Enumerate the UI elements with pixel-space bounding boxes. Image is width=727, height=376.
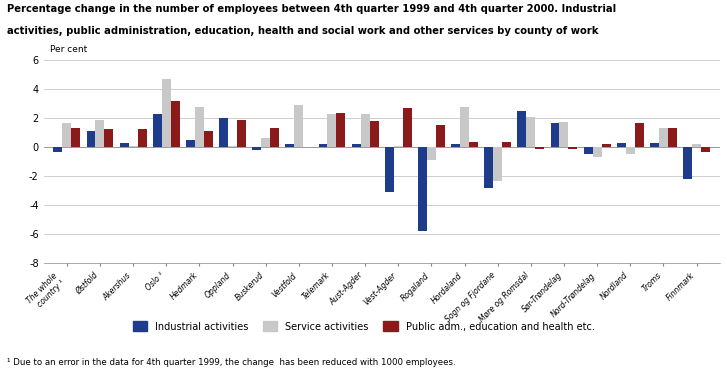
Bar xyxy=(53,147,63,152)
Bar xyxy=(63,123,71,147)
Bar xyxy=(668,127,677,147)
Bar xyxy=(137,129,147,147)
Bar xyxy=(237,120,246,147)
Bar xyxy=(162,79,171,147)
Bar xyxy=(692,144,701,147)
Bar xyxy=(418,147,427,231)
Bar xyxy=(683,147,692,179)
Bar xyxy=(469,142,478,147)
Text: Per cent: Per cent xyxy=(50,45,87,55)
Bar xyxy=(87,131,95,147)
Legend: Industrial activities, Service activities, Public adm., education and health etc: Industrial activities, Service activitie… xyxy=(132,321,595,332)
Bar xyxy=(286,144,294,147)
Bar xyxy=(337,113,345,147)
Bar xyxy=(626,147,635,155)
Bar xyxy=(71,127,80,147)
Bar xyxy=(451,144,460,147)
Bar xyxy=(550,123,560,147)
Bar xyxy=(361,114,369,147)
Bar xyxy=(484,147,493,188)
Bar xyxy=(95,120,105,147)
Bar xyxy=(701,147,710,152)
Bar xyxy=(436,126,445,147)
Bar xyxy=(252,147,261,150)
Bar xyxy=(584,147,593,155)
Bar xyxy=(560,122,569,147)
Bar xyxy=(153,114,162,147)
Bar xyxy=(635,123,643,147)
Bar xyxy=(369,121,379,147)
Bar xyxy=(294,105,303,147)
Text: activities, public administration, education, health and social work and other s: activities, public administration, educa… xyxy=(7,26,599,36)
Bar xyxy=(228,146,237,147)
Bar xyxy=(569,147,577,149)
Bar xyxy=(526,117,535,147)
Bar xyxy=(327,114,337,147)
Bar xyxy=(352,144,361,147)
Bar xyxy=(186,140,195,147)
Bar xyxy=(270,127,279,147)
Bar xyxy=(261,138,270,147)
Bar xyxy=(394,146,403,147)
Bar xyxy=(601,144,611,147)
Bar xyxy=(427,147,436,160)
Bar xyxy=(493,147,502,180)
Bar xyxy=(650,143,659,147)
Bar xyxy=(385,147,394,192)
Bar xyxy=(502,142,511,147)
Bar xyxy=(105,129,113,147)
Bar xyxy=(659,127,668,147)
Text: Percentage change in the number of employees between 4th quarter 1999 and 4th qu: Percentage change in the number of emplo… xyxy=(7,4,616,14)
Bar xyxy=(195,106,204,147)
Bar xyxy=(593,147,601,157)
Bar xyxy=(204,131,213,147)
Bar xyxy=(171,102,180,147)
Bar xyxy=(129,146,137,147)
Bar xyxy=(219,118,228,147)
Bar xyxy=(535,147,545,149)
Bar xyxy=(460,106,469,147)
Bar xyxy=(403,108,411,147)
Bar xyxy=(318,144,327,147)
Bar xyxy=(616,143,626,147)
Bar xyxy=(518,111,526,147)
Text: ¹ Due to an error in the data for 4th quarter 1999, the change  has been reduced: ¹ Due to an error in the data for 4th qu… xyxy=(7,358,456,367)
Bar xyxy=(120,143,129,147)
